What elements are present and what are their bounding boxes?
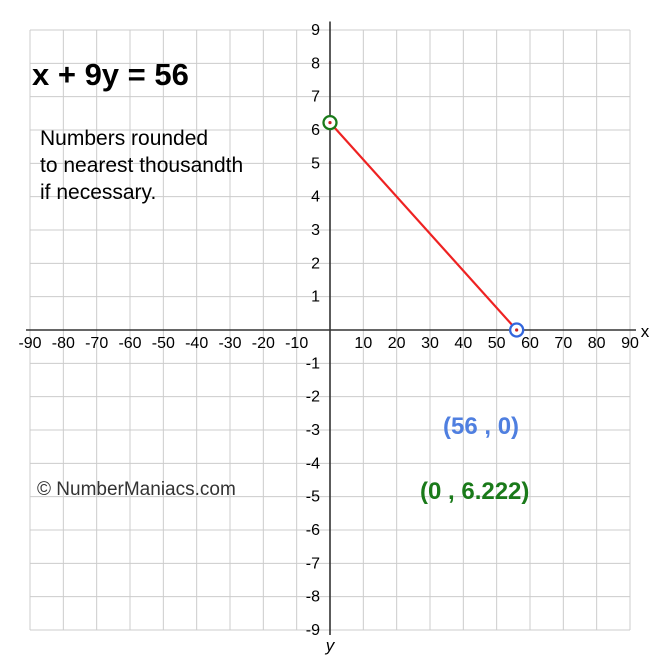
svg-text:80: 80: [588, 335, 606, 352]
svg-text:4: 4: [311, 189, 320, 206]
svg-text:-7: -7: [306, 555, 320, 572]
svg-text:-30: -30: [218, 335, 241, 352]
svg-text:6: 6: [311, 122, 320, 139]
svg-text:-1: -1: [306, 355, 320, 372]
svg-text:50: 50: [488, 335, 506, 352]
svg-text:-5: -5: [306, 489, 320, 506]
svg-text:-10: -10: [285, 335, 308, 352]
svg-text:-40: -40: [185, 335, 208, 352]
svg-text:-80: -80: [52, 335, 75, 352]
svg-text:8: 8: [311, 55, 320, 72]
svg-text:-50: -50: [152, 335, 175, 352]
svg-text:2: 2: [311, 255, 320, 272]
svg-text:y: y: [325, 636, 336, 655]
svg-text:-6: -6: [306, 522, 320, 539]
svg-text:x: x: [641, 322, 650, 341]
svg-text:-4: -4: [306, 455, 320, 472]
svg-text:-8: -8: [306, 589, 320, 606]
svg-text:10: 10: [354, 335, 372, 352]
svg-text:-9: -9: [306, 622, 320, 639]
svg-text:60: 60: [521, 335, 539, 352]
svg-text:-70: -70: [85, 335, 108, 352]
svg-text:1: 1: [311, 289, 320, 306]
svg-text:9: 9: [311, 22, 320, 39]
svg-text:5: 5: [311, 155, 320, 172]
svg-text:-2: -2: [306, 389, 320, 406]
svg-text:90: 90: [621, 335, 639, 352]
svg-text:40: 40: [454, 335, 472, 352]
svg-text:20: 20: [388, 335, 406, 352]
svg-text:7: 7: [311, 89, 320, 106]
svg-text:3: 3: [311, 222, 320, 239]
svg-text:70: 70: [554, 335, 572, 352]
svg-text:-20: -20: [252, 335, 275, 352]
svg-text:-90: -90: [18, 335, 41, 352]
svg-text:-60: -60: [118, 335, 141, 352]
svg-text:30: 30: [421, 335, 439, 352]
svg-text:-3: -3: [306, 422, 320, 439]
